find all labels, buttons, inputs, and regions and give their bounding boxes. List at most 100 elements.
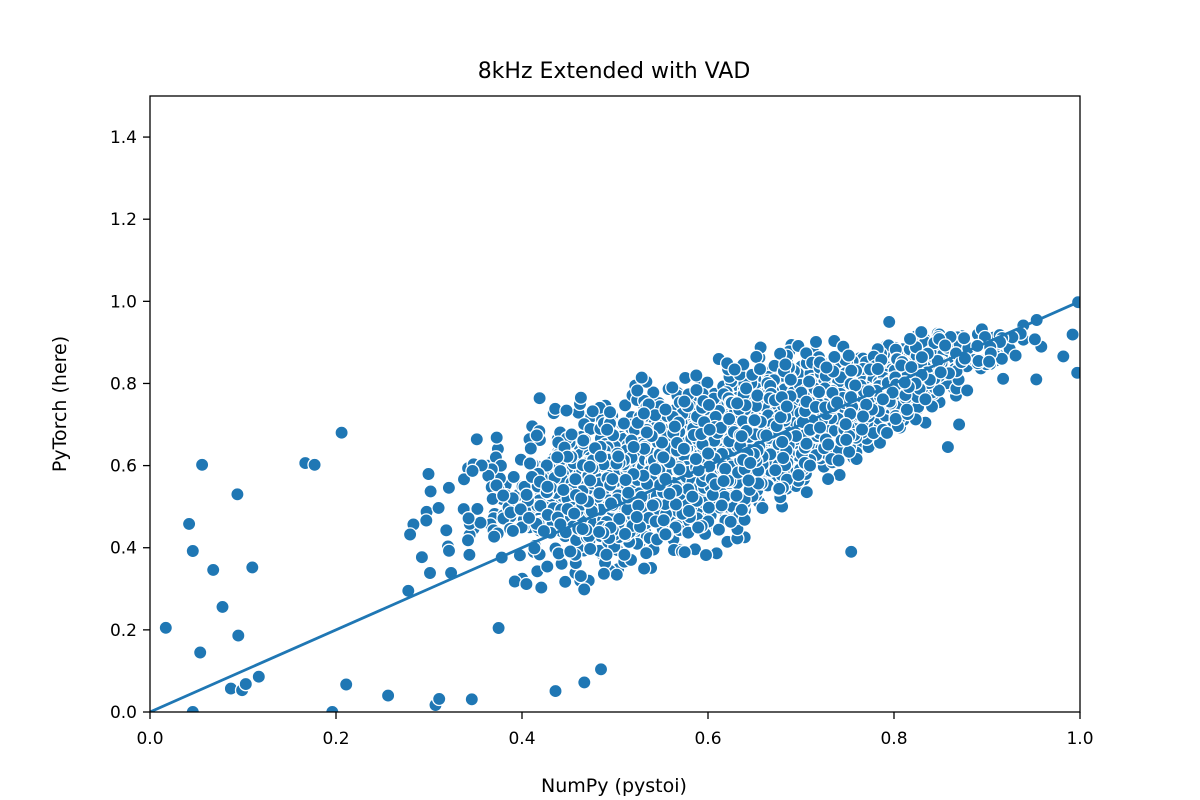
data-point: [557, 574, 573, 590]
data-point: [489, 478, 504, 493]
data-point: [402, 527, 418, 542]
y-tick-label: 0.8: [110, 374, 137, 394]
data-point: [723, 514, 738, 530]
data-point: [616, 416, 632, 431]
data-point: [717, 461, 733, 477]
x-tick-label: 0.2: [322, 729, 349, 749]
data-point: [419, 513, 434, 528]
data-point: [854, 422, 870, 437]
data-point: [519, 487, 534, 503]
data-point: [838, 432, 854, 448]
data-point: [902, 331, 918, 347]
data-point: [956, 330, 972, 346]
data-point: [658, 402, 673, 417]
data-point: [599, 422, 615, 437]
data-point: [995, 371, 1011, 387]
data-point: [251, 669, 267, 684]
data-point: [568, 471, 583, 487]
data-point: [634, 370, 649, 385]
x-tick-label: 0.4: [508, 729, 535, 749]
data-point: [464, 692, 480, 707]
data-point: [904, 359, 919, 375]
data-point: [540, 559, 555, 574]
data-point: [855, 409, 871, 424]
data-point: [801, 374, 817, 389]
data-point: [185, 543, 201, 559]
data-point: [469, 432, 485, 447]
data-point: [513, 502, 528, 517]
data-point: [245, 560, 260, 575]
data-point: [573, 568, 589, 584]
x-tick-label: 0.0: [136, 729, 163, 749]
data-point: [656, 450, 671, 465]
data-point: [230, 487, 245, 502]
data-point: [741, 473, 756, 488]
data-point: [827, 349, 842, 365]
data-point: [812, 420, 828, 435]
data-point: [677, 394, 692, 409]
data-point: [749, 349, 764, 365]
data-point: [465, 463, 480, 479]
data-point: [791, 467, 806, 483]
data-point: [618, 472, 633, 488]
y-tick-label: 0.4: [110, 539, 137, 559]
data-point: [665, 380, 680, 395]
data-point: [768, 462, 783, 478]
data-point: [582, 459, 597, 475]
data-point: [617, 398, 633, 413]
data-point: [937, 338, 953, 353]
data-point: [461, 511, 476, 526]
data-point: [495, 488, 511, 503]
data-point: [841, 348, 856, 363]
data-point: [423, 484, 438, 499]
data-point: [441, 480, 457, 496]
y-axis-label: PyTorch (here): [49, 336, 71, 472]
data-point: [566, 506, 582, 521]
data-point: [888, 411, 903, 427]
data-point: [338, 677, 354, 692]
reference-line: [150, 300, 1080, 712]
data-point: [334, 425, 349, 440]
data-point: [194, 457, 210, 473]
data-point: [1008, 348, 1023, 363]
data-point: [914, 324, 929, 340]
data-point: [519, 576, 534, 592]
x-axis-label: NumPy (pystoi): [541, 775, 687, 797]
data-point: [981, 354, 997, 369]
data-point: [700, 446, 716, 461]
data-point: [185, 704, 201, 712]
data-point: [1029, 372, 1044, 387]
data-point: [811, 384, 827, 400]
data-point: [439, 523, 454, 538]
data-point: [192, 645, 208, 660]
x-tick-label: 0.8: [880, 729, 907, 749]
data-point: [563, 544, 578, 559]
data-point: [702, 422, 717, 437]
data-point: [951, 417, 967, 432]
data-point: [734, 502, 750, 518]
data-point: [532, 390, 547, 406]
data-point: [553, 463, 568, 479]
data-point: [819, 360, 834, 375]
scatter-points: [158, 294, 1080, 712]
data-point: [612, 511, 627, 527]
data-point: [799, 484, 815, 500]
data-point: [215, 599, 230, 615]
data-point: [593, 449, 609, 464]
data-point: [688, 451, 704, 467]
data-point: [738, 381, 754, 396]
data-point: [431, 500, 446, 516]
data-point: [630, 383, 645, 398]
data-point: [648, 461, 663, 477]
data-point: [491, 620, 506, 636]
data-point: [592, 486, 607, 501]
data-point: [714, 498, 729, 513]
data-point: [662, 486, 677, 502]
data-point: [681, 503, 697, 519]
data-point: [668, 497, 684, 512]
data-point: [820, 437, 836, 452]
data-point: [636, 561, 652, 576]
data-point: [677, 544, 692, 560]
y-tick-label: 0.6: [110, 457, 137, 477]
